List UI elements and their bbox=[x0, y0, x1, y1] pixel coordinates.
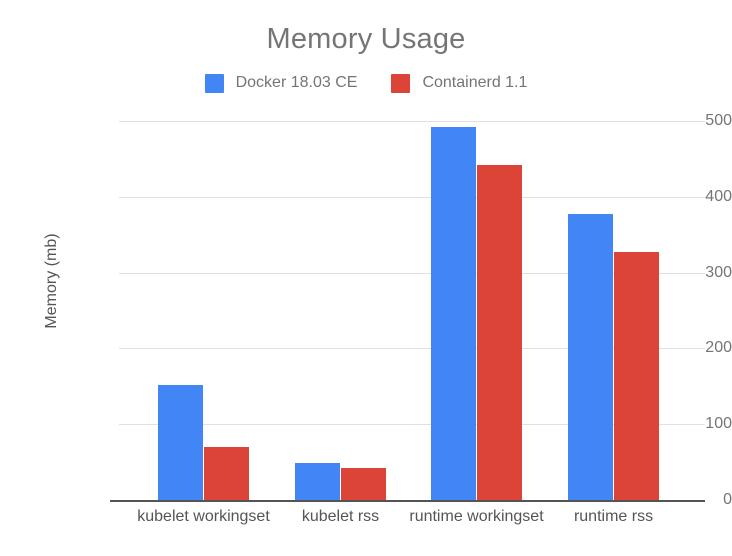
y-axis-tick-mark bbox=[119, 272, 137, 274]
y-axis-tick-label: 0 bbox=[723, 491, 732, 508]
x-axis-tick-label: kubelet rss bbox=[301, 508, 380, 525]
legend-label-containerd: Containerd 1.1 bbox=[422, 74, 528, 91]
bar-runtime-rss-containerd[interactable] bbox=[614, 252, 659, 500]
gridline bbox=[137, 348, 705, 350]
y-axis-title: Memory (mb) bbox=[43, 233, 60, 329]
y-axis-tick-label: 100 bbox=[705, 415, 732, 433]
y-axis-tick-mark bbox=[119, 196, 137, 198]
bar-kubelet-rss-docker[interactable] bbox=[295, 462, 340, 500]
gridline bbox=[137, 424, 705, 426]
y-axis-tick-label: 400 bbox=[705, 187, 732, 205]
bar-kubelet-rss-containerd[interactable] bbox=[341, 468, 386, 500]
chart-legend: Docker 18.03 CE Containerd 1.1 bbox=[0, 72, 732, 94]
y-axis-tick-mark bbox=[119, 424, 137, 426]
bar-runtime-workingset-docker[interactable] bbox=[431, 127, 476, 500]
y-axis-tick-mark bbox=[119, 348, 137, 350]
bar-runtime-workingset-containerd[interactable] bbox=[477, 164, 522, 500]
gridline bbox=[137, 272, 705, 274]
legend-label-docker: Docker 18.03 CE bbox=[235, 74, 358, 91]
legend-swatch-docker bbox=[204, 73, 224, 93]
gridline bbox=[137, 121, 705, 122]
gridline bbox=[137, 196, 705, 198]
legend-swatch-containerd bbox=[391, 73, 411, 93]
y-axis-tick-label: 200 bbox=[705, 339, 732, 357]
y-axis-tick-label: 300 bbox=[705, 263, 732, 281]
bar-kubelet-workingset-docker[interactable] bbox=[158, 384, 203, 500]
legend-entry-containerd[interactable]: Containerd 1.1 bbox=[391, 72, 527, 94]
x-axis-line bbox=[110, 500, 705, 502]
y-axis-tick-mark bbox=[119, 121, 137, 122]
chart-title: Memory Usage bbox=[266, 23, 466, 55]
bar-kubelet-workingset-containerd[interactable] bbox=[204, 446, 249, 500]
bar-runtime-rss-docker[interactable] bbox=[568, 214, 613, 500]
legend-entry-docker[interactable]: Docker 18.03 CE bbox=[204, 72, 358, 94]
x-axis-tick-label: runtime rss bbox=[573, 508, 654, 525]
x-axis-tick-label: kubelet workingset bbox=[137, 508, 270, 525]
x-axis-tick-label: runtime workingset bbox=[409, 508, 544, 525]
y-axis-tick-label: 500 bbox=[705, 112, 732, 129]
